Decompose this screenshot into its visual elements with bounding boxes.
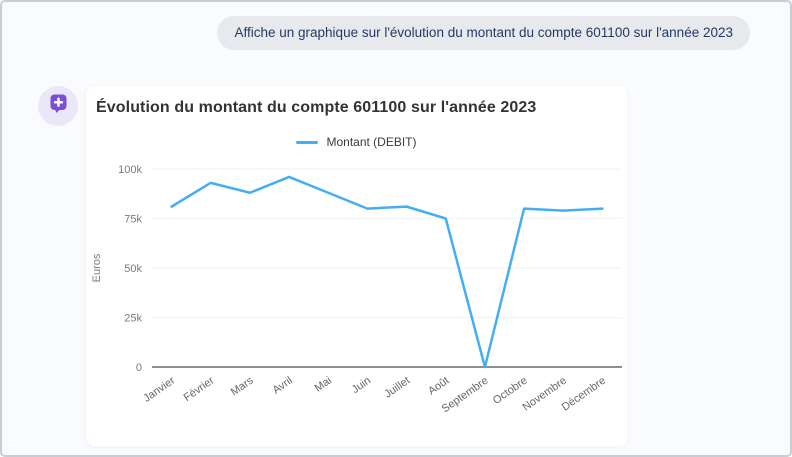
x-tick-label: Avril <box>271 375 295 397</box>
series-line <box>170 175 604 369</box>
y-tick-label: 100k <box>118 164 142 176</box>
x-tick-label: Janvier <box>141 374 177 404</box>
user-message-bubble: Affiche un graphique sur l'évolution du … <box>217 16 750 51</box>
y-tick-label: 75k <box>124 214 142 226</box>
legend-label: Montant (DEBIT) <box>326 135 417 149</box>
legend-line-marker <box>296 140 319 144</box>
assistant-avatar <box>38 86 78 126</box>
x-tick-label: Août <box>426 375 451 398</box>
x-tick-label: Décembre <box>560 375 608 414</box>
x-tick-label: Mars <box>229 374 256 398</box>
chart-card: Évolution du montant du compte 601100 su… <box>86 86 627 446</box>
chart-legend: Montant (DEBIT) <box>86 135 627 149</box>
user-message-text: Affiche un graphique sur l'évolution du … <box>234 25 733 40</box>
chart-title: Évolution du montant du compte 601100 su… <box>96 99 537 116</box>
y-tick-label: 0 <box>136 362 142 374</box>
x-tick-label: Mai <box>313 375 334 395</box>
line-chart[interactable]: 0 25k 50k 75k 100k Euros Janvier Février Mars Avr… <box>86 151 627 443</box>
legend-item-montant-debit[interactable]: Montant (DEBIT) <box>296 135 417 149</box>
x-tick-label: Juin <box>350 375 373 396</box>
y-tick-label: 50k <box>124 263 142 275</box>
message-plus-icon <box>48 93 69 119</box>
x-tick-label: Juillet <box>382 375 412 401</box>
y-axis-title: Euros <box>91 253 103 282</box>
x-tick-label: Février <box>182 374 217 404</box>
y-tick-label: 25k <box>124 313 142 325</box>
